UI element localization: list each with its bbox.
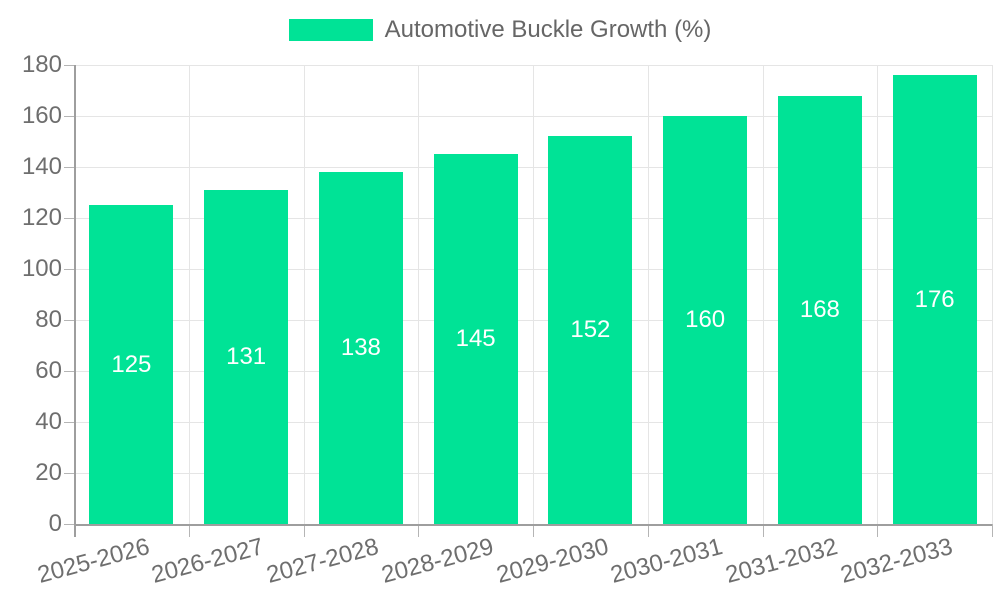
x-gridline xyxy=(533,65,534,524)
x-gridline xyxy=(992,65,993,524)
y-tick-label: 140 xyxy=(21,153,62,180)
x-gridline xyxy=(877,65,879,524)
y-tickmark xyxy=(64,524,74,525)
x-tick-label: 2030-2031 xyxy=(607,533,726,589)
bar-value-label: 168 xyxy=(799,295,840,323)
bar[interactable] xyxy=(318,172,403,524)
x-tickmark xyxy=(647,524,649,537)
bar[interactable] xyxy=(663,116,748,524)
legend-swatch xyxy=(288,19,373,41)
x-tickmark xyxy=(418,524,420,537)
bar-value-label: 145 xyxy=(455,325,496,353)
y-tickmark xyxy=(64,65,74,66)
y-tick-label: 80 xyxy=(35,306,62,333)
x-tickmark xyxy=(533,524,534,537)
y-tick-label: 60 xyxy=(35,357,62,384)
bar[interactable] xyxy=(89,205,174,524)
x-tickmark xyxy=(303,524,305,537)
x-tick-label: 2031-2032 xyxy=(722,533,841,589)
x-tick-label: 2026-2027 xyxy=(148,533,267,589)
bar-value-label: 125 xyxy=(111,350,152,378)
x-tickmark xyxy=(877,524,879,537)
x-gridline xyxy=(303,65,305,524)
x-gridline xyxy=(188,65,190,524)
x-gridline xyxy=(418,65,420,524)
bar-value-label: 176 xyxy=(914,285,955,313)
y-tickmark xyxy=(64,167,74,168)
x-tickmark xyxy=(762,524,764,537)
bar-value-label: 138 xyxy=(340,334,381,362)
y-tickmark xyxy=(64,473,74,474)
bar[interactable] xyxy=(548,136,633,524)
bar[interactable] xyxy=(892,75,977,524)
y-tick-label: 20 xyxy=(35,459,62,486)
y-tick-label: 0 xyxy=(48,510,62,537)
y-tickmark xyxy=(64,116,74,117)
legend[interactable]: Automotive Buckle Growth (%) xyxy=(0,16,1000,44)
y-tickmark xyxy=(64,218,74,219)
y-tick-label: 160 xyxy=(21,102,62,129)
bar-value-label: 160 xyxy=(685,306,726,333)
y-tickmark xyxy=(64,422,74,423)
y-tick-label: 40 xyxy=(35,408,62,435)
y-tick-label: 120 xyxy=(21,204,62,231)
x-tick-label: 2028-2029 xyxy=(378,533,497,589)
y-tickmark xyxy=(64,269,74,270)
x-tick-label: 2029-2030 xyxy=(493,533,612,589)
bar-value-label: 152 xyxy=(570,316,611,344)
x-tickmark xyxy=(188,524,190,537)
x-gridline xyxy=(647,65,649,524)
bar[interactable] xyxy=(204,189,289,524)
x-tick-label: 2027-2028 xyxy=(263,533,382,589)
y-tickmark xyxy=(64,320,74,321)
y-tick-label: 100 xyxy=(21,255,62,282)
bar-value-label: 131 xyxy=(226,342,267,370)
bar[interactable] xyxy=(777,95,862,524)
x-tick-label: 2032-2033 xyxy=(837,533,956,589)
legend-label: Automotive Buckle Growth (%) xyxy=(384,16,712,43)
x-tickmark xyxy=(992,524,993,537)
x-tick-label: 2025-2026 xyxy=(34,533,153,589)
x-axis-line xyxy=(74,524,992,526)
x-gridline xyxy=(762,65,764,524)
y-axis-line xyxy=(74,65,76,537)
y-tickmark xyxy=(64,371,74,372)
y-tick-label: 180 xyxy=(21,51,62,78)
bar[interactable] xyxy=(433,154,518,524)
